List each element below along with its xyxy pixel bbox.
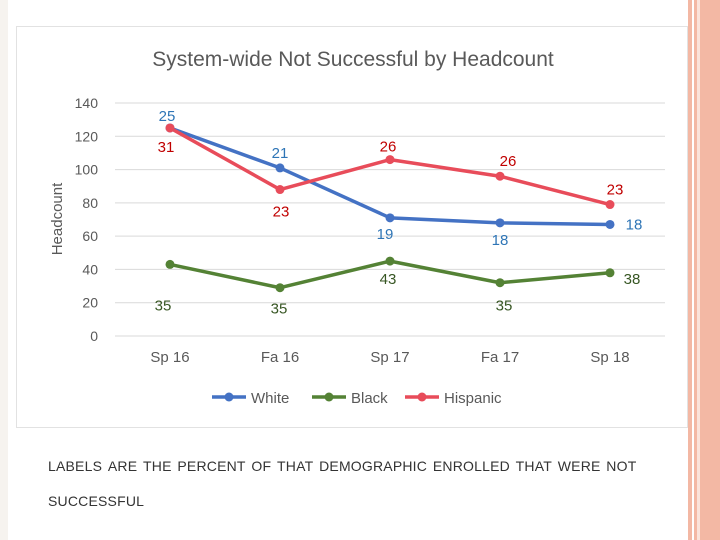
slide-caption: LABELS ARE THE PERCENT OF THAT DEMOGRAPH… xyxy=(48,454,637,511)
data-label-white: 21 xyxy=(272,145,289,162)
data-point-hispanic xyxy=(605,200,615,210)
data-point-black xyxy=(385,256,395,266)
data-point-white xyxy=(495,218,505,228)
y-axis-label: Headcount xyxy=(49,182,66,255)
left-edge xyxy=(0,0,8,540)
data-label-black: 35 xyxy=(155,297,172,314)
data-point-hispanic xyxy=(165,123,175,133)
data-label-hispanic: 23 xyxy=(273,204,290,221)
data-point-white xyxy=(275,163,285,173)
x-tick-label: Sp 17 xyxy=(370,349,409,366)
data-point-white xyxy=(385,213,395,223)
x-tick-label: Fa 17 xyxy=(481,349,519,366)
legend-label-hispanic: Hispanic xyxy=(444,390,502,407)
data-label-hispanic: 26 xyxy=(500,153,517,170)
x-tick-label: Sp 16 xyxy=(150,349,189,366)
y-tick-label: 140 xyxy=(75,95,99,111)
data-point-hispanic xyxy=(385,155,395,165)
data-point-hispanic xyxy=(275,185,285,195)
x-tick-label: Fa 16 xyxy=(261,349,299,366)
chart-title: System-wide Not Successful by Headcount xyxy=(152,48,554,71)
data-point-black xyxy=(605,268,615,278)
legend-label-white: White xyxy=(251,390,289,407)
data-label-white: 18 xyxy=(492,232,509,249)
slide-decoration-bar xyxy=(688,0,720,540)
y-tick-label: 0 xyxy=(90,328,98,344)
legend-label-black: Black xyxy=(351,390,388,407)
data-label-hispanic: 31 xyxy=(158,139,175,156)
y-tick-label: 60 xyxy=(82,228,98,244)
data-point-white xyxy=(605,219,615,229)
y-tick-label: 80 xyxy=(82,195,98,211)
data-label-black: 35 xyxy=(271,301,288,318)
chart-frame xyxy=(16,26,688,428)
data-label-black: 43 xyxy=(380,271,397,288)
data-label-black: 35 xyxy=(496,298,513,315)
data-label-black: 38 xyxy=(624,271,641,288)
data-point-hispanic xyxy=(495,171,505,181)
y-tick-label: 120 xyxy=(75,128,99,144)
data-point-black xyxy=(275,283,285,293)
y-tick-label: 100 xyxy=(75,162,99,178)
data-label-hispanic: 26 xyxy=(380,139,397,156)
data-point-black xyxy=(495,278,505,288)
data-label-white: 25 xyxy=(159,108,176,125)
y-tick-label: 20 xyxy=(82,295,98,311)
data-label-white: 19 xyxy=(377,226,394,243)
data-point-black xyxy=(165,259,175,269)
x-tick-label: Sp 18 xyxy=(590,349,629,366)
data-label-hispanic: 23 xyxy=(607,182,624,199)
legend-marker-black xyxy=(324,392,334,402)
y-tick-label: 40 xyxy=(82,261,98,277)
legend-marker-white xyxy=(224,392,234,402)
data-label-white: 18 xyxy=(626,216,643,233)
line-chart: System-wide Not Successful by Headcount … xyxy=(49,48,665,407)
legend-marker-hispanic xyxy=(417,392,427,402)
